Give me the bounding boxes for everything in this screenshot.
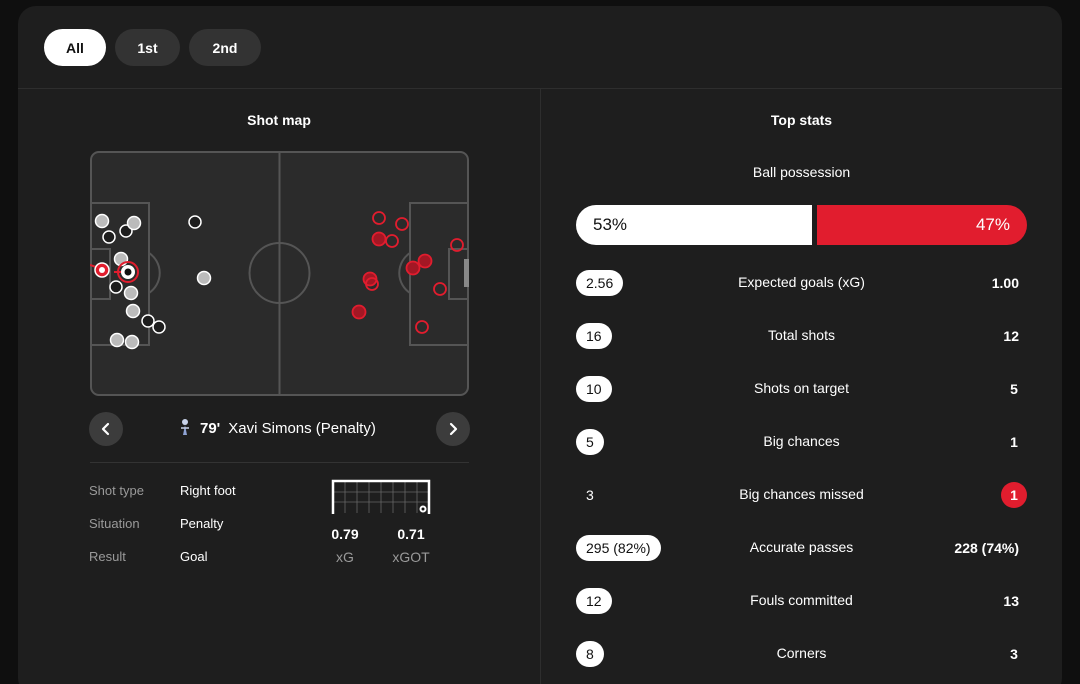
stat-name: Expected goals (xG) <box>738 274 865 290</box>
tab-1st[interactable]: 1st <box>115 29 180 66</box>
match-stats-card: All 1st 2nd Shot map <box>18 6 1062 684</box>
home-shot[interactable] <box>152 320 166 334</box>
football-icon <box>99 267 105 273</box>
stat-home-value: 10 <box>576 376 612 402</box>
stat-name: Big chances <box>763 433 840 449</box>
stat-away-value: 13 <box>1003 593 1019 609</box>
result-value: Goal <box>180 549 208 564</box>
selected-shot-title: 79' Xavi Simons (Penalty) <box>178 418 418 438</box>
tab-2nd[interactable]: 2nd <box>189 29 261 66</box>
shot-minute: 79' <box>200 419 221 437</box>
away-shot[interactable] <box>417 253 433 269</box>
prev-shot-button[interactable] <box>89 412 123 446</box>
stat-name: Accurate passes <box>749 539 854 555</box>
away-shot[interactable] <box>365 277 379 291</box>
home-shot[interactable] <box>126 215 142 231</box>
xg-label: xG <box>336 549 354 565</box>
shot-map-pitch[interactable] <box>90 151 469 396</box>
next-shot-button[interactable] <box>436 412 470 446</box>
stat-row: Big chances 5 1 <box>576 429 1027 457</box>
home-shot[interactable] <box>125 303 141 319</box>
goal-frame-diagram <box>331 479 431 514</box>
situation-label: Situation <box>89 516 140 531</box>
possession-away-bar: 47% <box>817 205 1027 245</box>
chevron-left-icon <box>101 422 110 436</box>
stat-name: Total shots <box>768 327 835 343</box>
stat-away-value: 228 (74%) <box>954 540 1019 556</box>
away-shots <box>351 211 464 334</box>
xg-value: 0.79 <box>331 526 359 542</box>
stat-home-value: 16 <box>576 323 612 349</box>
stat-name: Big chances missed <box>739 486 864 502</box>
shot-details-divider <box>90 462 469 463</box>
stat-away-value: 12 <box>1003 328 1019 344</box>
stat-name: Corners <box>776 645 827 661</box>
stat-row: Accurate passes 295 (82%) 228 (74%) <box>576 535 1027 563</box>
home-shot[interactable] <box>123 285 139 301</box>
possession-label: Ball possession <box>752 164 851 180</box>
header-divider <box>18 88 1062 89</box>
stat-away-value: 1.00 <box>991 275 1019 291</box>
home-shot[interactable] <box>124 334 140 350</box>
situation-value: Penalty <box>180 516 224 531</box>
result-label: Result <box>89 549 126 564</box>
shot-map-title: Shot map <box>247 112 311 128</box>
home-shot[interactable] <box>109 280 123 294</box>
away-shot[interactable] <box>371 231 387 247</box>
away-shot[interactable] <box>372 211 386 225</box>
home-shot[interactable] <box>102 230 116 244</box>
home-shot[interactable] <box>141 314 155 328</box>
away-shot[interactable] <box>450 238 464 252</box>
stat-row: Shots on target 10 5 <box>576 376 1027 404</box>
stat-row: Corners 8 3 <box>576 641 1027 669</box>
stat-name: Shots on target <box>754 380 849 396</box>
stat-away-value: 5 <box>1010 381 1018 397</box>
stat-row: Big chances missed 3 1 <box>576 482 1027 510</box>
stat-row: Total shots 16 12 <box>576 323 1027 351</box>
away-shot[interactable] <box>351 304 367 320</box>
home-shot[interactable] <box>94 213 110 229</box>
stat-home-value: 12 <box>576 588 612 614</box>
selected-shot-ring <box>117 261 139 283</box>
home-shot[interactable] <box>196 270 212 286</box>
football-icon <box>124 268 132 276</box>
chevron-right-icon <box>449 422 458 436</box>
xgot-value: 0.71 <box>397 526 425 542</box>
team-crest-icon <box>181 419 189 435</box>
stat-away-value: 3 <box>1010 646 1018 662</box>
shot-type-label: Shot type <box>89 483 144 498</box>
stat-home-value: 8 <box>576 641 604 667</box>
tab-all[interactable]: All <box>44 29 106 66</box>
stat-away-value: 1 <box>1001 482 1027 508</box>
shot-player: Xavi Simons (Penalty) <box>228 419 376 437</box>
period-tabs: All 1st 2nd <box>44 29 261 66</box>
stat-row: Expected goals (xG) 2.56 1.00 <box>576 270 1027 298</box>
column-divider <box>540 89 541 684</box>
home-shot[interactable] <box>109 332 125 348</box>
away-shot[interactable] <box>385 234 399 248</box>
stat-home-value: 3 <box>586 487 594 503</box>
away-shot[interactable] <box>433 282 447 296</box>
shot-type-value: Right foot <box>180 483 236 498</box>
stat-row: Fouls committed 12 13 <box>576 588 1027 616</box>
away-shot[interactable] <box>395 217 409 231</box>
xgot-label: xGOT <box>392 549 430 565</box>
stat-home-value: 2.56 <box>576 270 624 296</box>
home-shots <box>90 213 212 350</box>
stat-name: Fouls committed <box>750 592 853 608</box>
stat-away-value: 1 <box>1010 434 1018 450</box>
stat-home-value: 5 <box>576 429 604 455</box>
stat-home-value: 295 (82%) <box>576 535 661 561</box>
away-shot[interactable] <box>405 260 421 276</box>
home-shot[interactable] <box>188 215 202 229</box>
away-shot[interactable] <box>415 320 429 334</box>
top-stats-title: Top stats <box>770 112 833 128</box>
possession-home-bar: 53% <box>576 205 812 245</box>
